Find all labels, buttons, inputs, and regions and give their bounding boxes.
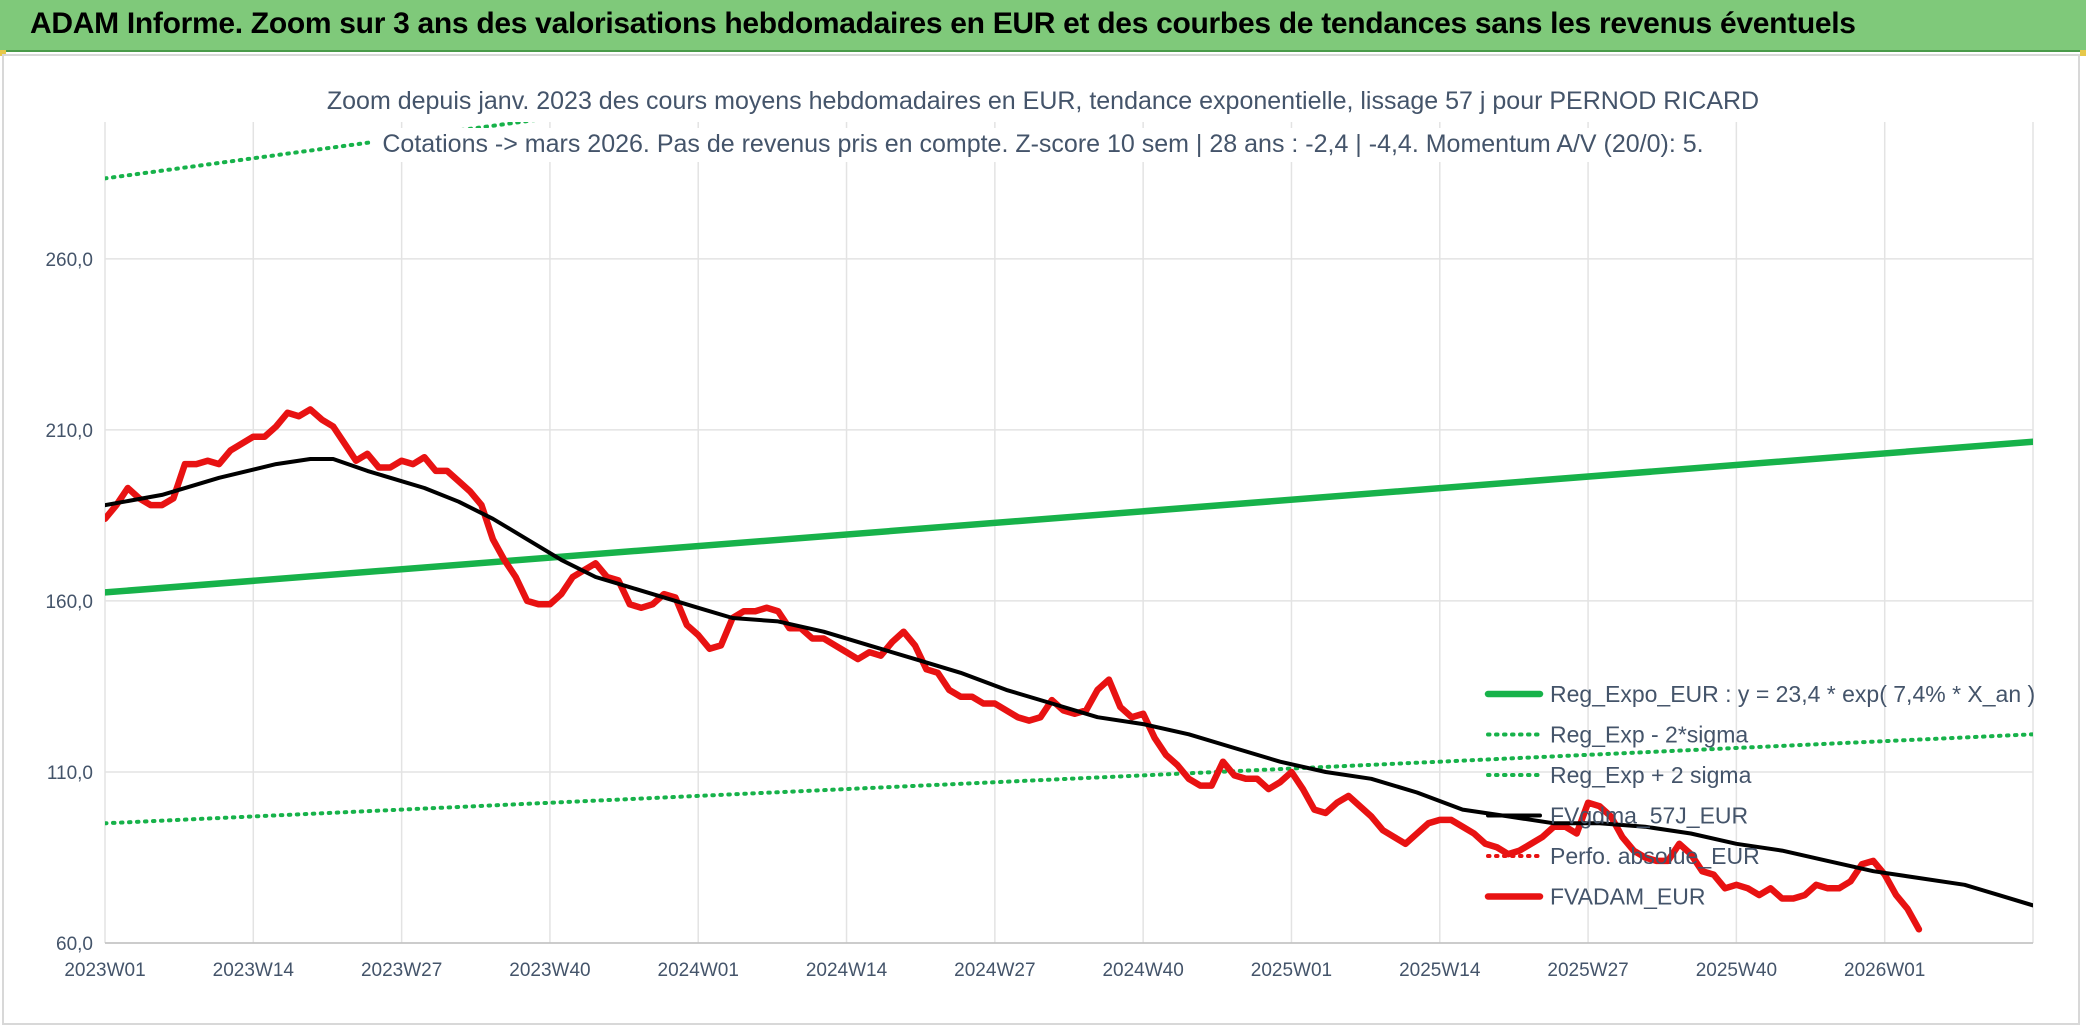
x-tick-label: 2025W01: [1251, 960, 1332, 981]
chart-title: Zoom depuis janv. 2023 des cours moyens …: [327, 87, 1759, 115]
title-backdrop-rect: [372, 128, 1714, 162]
series-line-fvgdma-57j-eur: [105, 457, 2033, 908]
x-tick-label: 2024W14: [806, 960, 888, 981]
x-tick-label: 2026W01: [1844, 960, 1925, 981]
x-tick-label: 2024W01: [658, 960, 739, 981]
series-line-fvadam-eur: [105, 406, 1923, 933]
x-tick-label: 2024W40: [1102, 960, 1183, 981]
chart-subtitle: Cotations -> mars 2026. Pas de revenus p…: [382, 130, 1703, 158]
x-tick-label: 2025W27: [1547, 960, 1628, 981]
x-tick-label: 2025W14: [1399, 960, 1481, 981]
legend-label: Perfo. absolue_EUR: [1550, 843, 1760, 869]
x-tick-label: 2024W27: [954, 960, 1035, 981]
x-tick-label: 2025W40: [1696, 960, 1777, 981]
x-tick-label: 2023W14: [213, 960, 295, 981]
series-clip: [105, 122, 2033, 933]
y-tick-label: 60,0: [56, 934, 93, 955]
title-backdrop: [316, 85, 1770, 162]
y-tick-label: 210,0: [45, 421, 93, 442]
axes: 60,0 110,0 160,0 210,0 260,0 2023W01 2023W14 20…: [45, 250, 2033, 981]
series-line-reg-expo-eur-y-23-4-exp-7-4-x-an: [105, 438, 2033, 596]
corner-mark-left: [0, 50, 6, 56]
x-tick-label: 2023W01: [64, 960, 145, 981]
y-tick-label: 160,0: [45, 592, 93, 613]
grid: [104, 122, 2034, 944]
chart-frame: [2, 54, 2080, 1025]
corner-mark-right: [2080, 50, 2086, 56]
title-backdrop-rect: [316, 85, 1770, 119]
series-layer: [105, 85, 2033, 933]
legend-label: Reg_Exp - 2*sigma: [1550, 722, 1748, 748]
legend: Reg_Expo_EUR : y = 23,4 * exp( 7,4% * X_…: [1484, 681, 2035, 910]
legend-label: FVADAM_EUR: [1550, 884, 1706, 910]
x-tick-label: 2023W40: [509, 960, 590, 981]
legend-label: FVgdma_57J_EUR: [1550, 803, 1748, 829]
report-title: ADAM Informe. Zoom sur 3 ans des valoris…: [30, 7, 1856, 40]
header-banner: ADAM Informe. Zoom sur 3 ans des valoris…: [0, 0, 2086, 52]
x-tick-label: 2023W27: [361, 960, 442, 981]
series-line-reg-exp-2-sigma: [105, 732, 2033, 826]
legend-label: Reg_Exp + 2 sigma: [1550, 762, 1752, 788]
legend-label: Reg_Expo_EUR : y = 23,4 * exp( 7,4% * X_…: [1550, 681, 2035, 707]
y-tick-label: 110,0: [47, 763, 93, 784]
y-tick-label: 260,0: [45, 250, 93, 271]
